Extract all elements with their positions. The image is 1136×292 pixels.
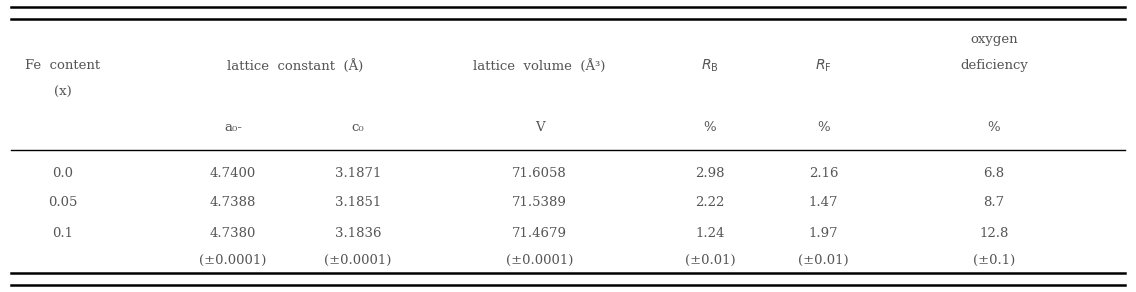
Text: %: % — [817, 121, 830, 133]
Text: Fe  content: Fe content — [25, 59, 100, 72]
Text: V: V — [535, 121, 544, 133]
Text: (x): (x) — [53, 86, 72, 98]
Text: (±0.01): (±0.01) — [685, 254, 735, 267]
Text: 4.7400: 4.7400 — [210, 167, 256, 180]
Text: $\mathit{R}_{\mathrm{F}}$: $\mathit{R}_{\mathrm{F}}$ — [816, 58, 832, 74]
Text: a₀-: a₀- — [224, 121, 242, 133]
Text: lattice  constant  (Å): lattice constant (Å) — [227, 59, 364, 73]
Text: %: % — [987, 121, 1001, 133]
Text: 71.4679: 71.4679 — [512, 227, 567, 240]
Text: lattice  volume  (Å³): lattice volume (Å³) — [474, 59, 605, 73]
Text: 2.16: 2.16 — [809, 167, 838, 180]
Text: 1.47: 1.47 — [809, 197, 838, 209]
Text: oxygen: oxygen — [970, 33, 1018, 46]
Text: c₀: c₀ — [351, 121, 365, 133]
Text: 3.1871: 3.1871 — [335, 167, 381, 180]
Text: 2.98: 2.98 — [695, 167, 725, 180]
Text: $\mathit{R}_{\mathrm{B}}$: $\mathit{R}_{\mathrm{B}}$ — [701, 58, 719, 74]
Text: 8.7: 8.7 — [984, 197, 1004, 209]
Text: 1.24: 1.24 — [695, 227, 725, 240]
Text: (±0.01): (±0.01) — [799, 254, 849, 267]
Text: %: % — [703, 121, 717, 133]
Text: 4.7380: 4.7380 — [210, 227, 256, 240]
Text: deficiency: deficiency — [960, 59, 1028, 72]
Text: 0.1: 0.1 — [52, 227, 73, 240]
Text: 0.0: 0.0 — [52, 167, 73, 180]
Text: 71.6058: 71.6058 — [512, 167, 567, 180]
Text: 0.05: 0.05 — [48, 197, 77, 209]
Text: 2.22: 2.22 — [695, 197, 725, 209]
Text: (±0.0001): (±0.0001) — [506, 254, 574, 267]
Text: (±0.0001): (±0.0001) — [199, 254, 267, 267]
Text: 3.1851: 3.1851 — [335, 197, 381, 209]
Text: 71.5389: 71.5389 — [512, 197, 567, 209]
Text: 6.8: 6.8 — [984, 167, 1004, 180]
Text: 12.8: 12.8 — [979, 227, 1009, 240]
Text: 4.7388: 4.7388 — [210, 197, 256, 209]
Text: (±0.0001): (±0.0001) — [324, 254, 392, 267]
Text: 3.1836: 3.1836 — [335, 227, 381, 240]
Text: (±0.1): (±0.1) — [972, 254, 1016, 267]
Text: 1.97: 1.97 — [809, 227, 838, 240]
